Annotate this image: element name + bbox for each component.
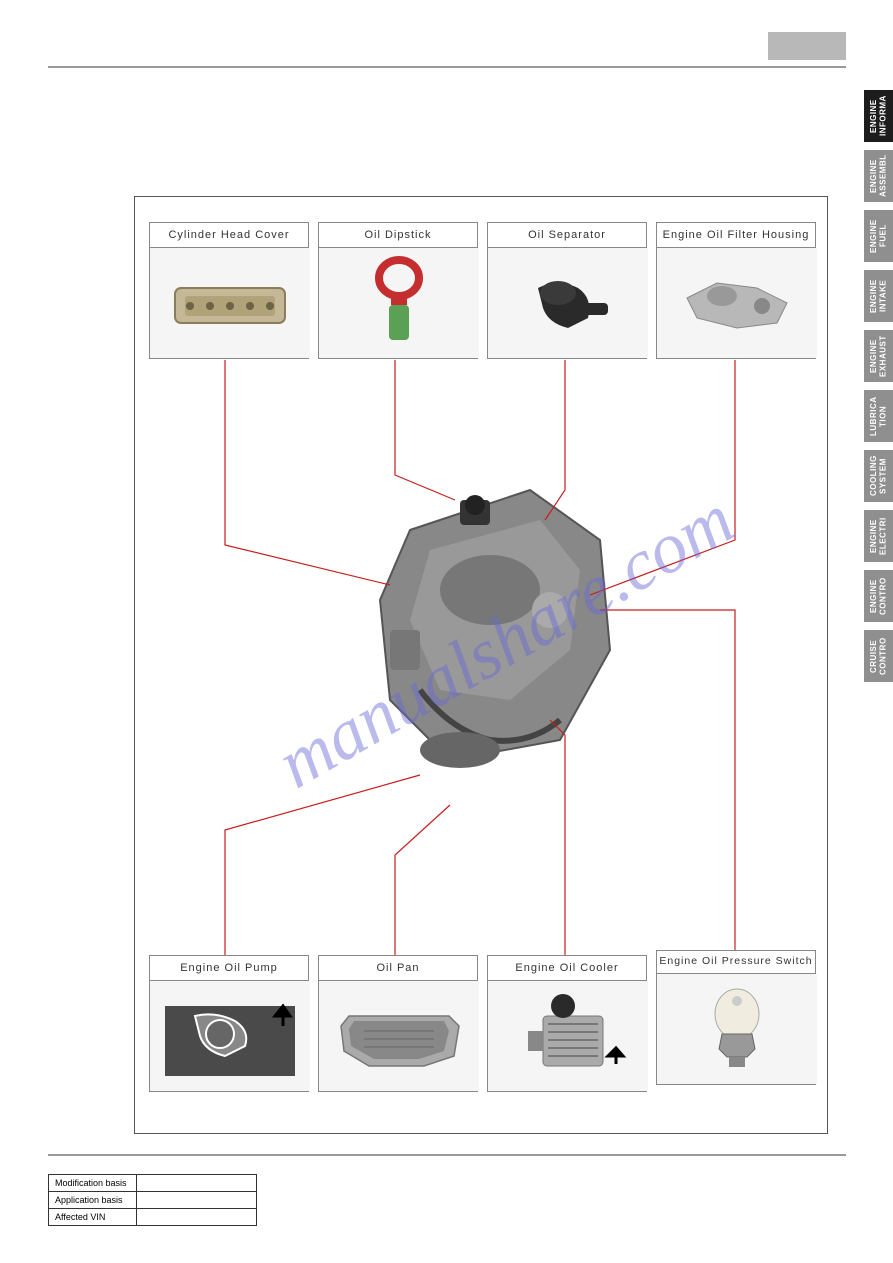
component-label: Engine Oil Pump	[150, 956, 308, 981]
component-engine-oil-pump: Engine Oil Pump	[149, 955, 309, 1092]
component-label: Oil Separator	[488, 223, 646, 248]
component-cylinder-head-cover: Cylinder Head Cover	[149, 222, 309, 359]
component-label: Oil Pan	[319, 956, 477, 981]
component-label: Engine Oil Pressure Switch	[657, 951, 815, 974]
component-oil-dipstick: Oil Dipstick	[318, 222, 478, 359]
component-image	[657, 248, 817, 358]
sidebar-tab-engine-exhaust[interactable]: ENGINE EXHAUST	[864, 330, 893, 382]
component-label: Cylinder Head Cover	[150, 223, 308, 248]
cell-label: Modification basis	[49, 1175, 137, 1192]
cell-label: Affected VIN	[49, 1209, 137, 1226]
cell-value	[137, 1192, 257, 1209]
component-label: Engine Oil Filter Housing	[657, 223, 815, 248]
sidebar-tab-cruise-control[interactable]: CRUISE CONTRO	[864, 630, 893, 682]
component-oil-separator: Oil Separator	[487, 222, 647, 359]
sidebar-tab-lubrication[interactable]: LUBRICA TION	[864, 390, 893, 442]
component-image	[488, 248, 648, 358]
table-row: Affected VIN	[49, 1209, 257, 1226]
component-image	[150, 248, 310, 358]
sidebar-tab-cooling-system[interactable]: COOLING SYSTEM	[864, 450, 893, 502]
engine-main-image	[330, 450, 650, 790]
sidebar-tab-engine-electric[interactable]: ENGINE ELECTRI	[864, 510, 893, 562]
sidebar-tab-engine-intake[interactable]: ENGINE INTAKE	[864, 270, 893, 322]
sidebar-tab-engine-info[interactable]: ENGINE INFORMA	[864, 90, 893, 142]
footer-revision-table: Modification basis Application basis Aff…	[48, 1174, 257, 1226]
component-oil-pan: Oil Pan	[318, 955, 478, 1092]
sidebar-tab-engine-control[interactable]: ENGINE CONTRO	[864, 570, 893, 622]
cell-label: Application basis	[49, 1192, 137, 1209]
header-line	[48, 66, 846, 68]
table-row: Modification basis	[49, 1175, 257, 1192]
component-image	[319, 981, 479, 1091]
header-block	[768, 32, 846, 60]
component-oil-pressure-switch: Engine Oil Pressure Switch	[656, 950, 816, 1085]
component-image	[488, 981, 648, 1091]
component-image	[319, 248, 479, 358]
cell-value	[137, 1175, 257, 1192]
component-image	[150, 981, 310, 1091]
component-label: Engine Oil Cooler	[488, 956, 646, 981]
component-engine-oil-cooler: Engine Oil Cooler	[487, 955, 647, 1092]
footer-line	[48, 1154, 846, 1156]
component-image	[657, 974, 817, 1084]
cell-value	[137, 1209, 257, 1226]
component-label: Oil Dipstick	[319, 223, 477, 248]
sidebar-tab-engine-fuel[interactable]: ENGINE FUEL	[864, 210, 893, 262]
component-oil-filter-housing: Engine Oil Filter Housing	[656, 222, 816, 359]
sidebar-tab-engine-assembly[interactable]: ENGINE ASSEMBL	[864, 150, 893, 202]
sidebar-nav: ENGINE INFORMA ENGINE ASSEMBL ENGINE FUE…	[864, 90, 893, 682]
table-row: Application basis	[49, 1192, 257, 1209]
